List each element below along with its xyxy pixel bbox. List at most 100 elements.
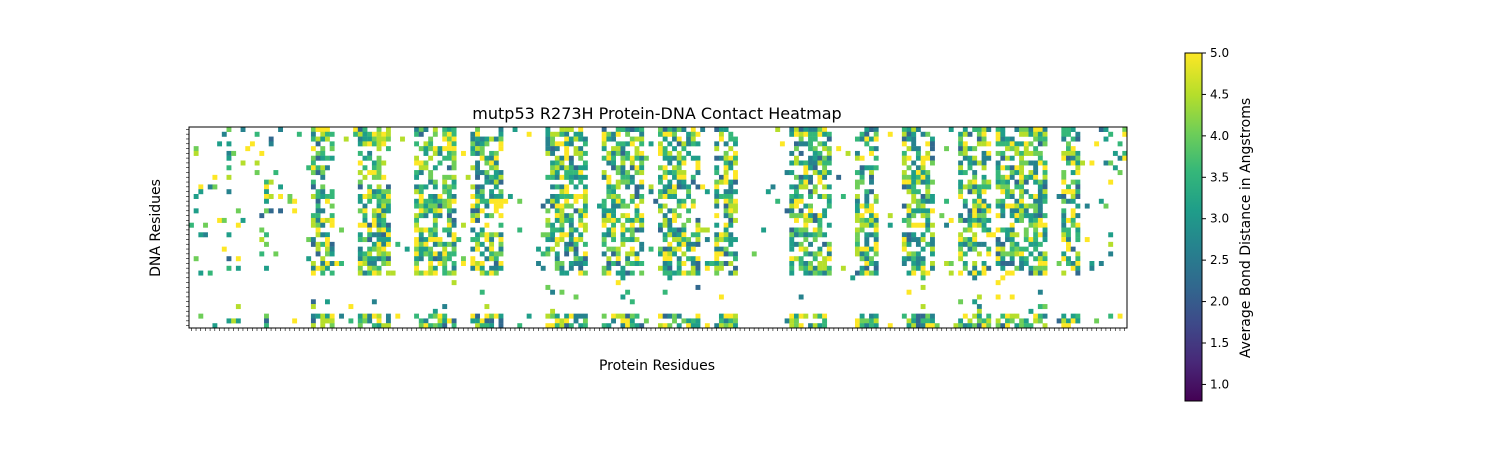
heatmap-cell <box>808 174 813 180</box>
heatmap-cell <box>723 160 729 166</box>
heatmap-cell <box>1023 127 1029 132</box>
heatmap-cell <box>667 251 673 257</box>
heatmap-cell <box>869 246 874 252</box>
heatmap-cell <box>442 198 448 204</box>
heatmap-cell <box>723 165 729 171</box>
heatmap-cell <box>1009 213 1015 219</box>
heatmap-cell <box>1005 251 1010 257</box>
heatmap-cell <box>812 131 818 137</box>
heatmap-cell <box>1019 256 1025 262</box>
heatmap-cell <box>972 241 978 247</box>
heatmap-cell <box>559 141 565 147</box>
heatmap-cell <box>967 155 973 161</box>
heatmap-cell <box>1000 256 1006 262</box>
heatmap-cell <box>414 313 420 319</box>
heatmap-cell <box>728 213 734 219</box>
heatmap-cell <box>1023 213 1029 219</box>
heatmap-cell <box>798 261 804 266</box>
heatmap-cell <box>207 270 213 276</box>
heatmap-cell <box>498 213 504 219</box>
heatmap-cell <box>794 155 799 161</box>
heatmap-cell <box>995 251 1001 257</box>
heatmap-cell <box>1075 131 1081 137</box>
heatmap-cell <box>826 256 832 262</box>
heatmap-cell <box>1028 174 1034 180</box>
heatmap-cell <box>728 189 734 195</box>
heatmap-cell <box>733 208 738 214</box>
heatmap-cell <box>357 127 363 132</box>
heatmap-cell <box>432 265 438 271</box>
heatmap-cell <box>329 213 335 219</box>
heatmap-cell <box>854 150 860 156</box>
heatmap-cell <box>442 318 448 324</box>
heatmap-cell <box>423 184 429 190</box>
heatmap-cell <box>414 184 420 190</box>
heatmap-cell <box>601 146 607 152</box>
heatmap-cell <box>930 208 935 214</box>
heatmap-cell <box>629 194 635 199</box>
heatmap-cell <box>367 184 373 190</box>
heatmap-cell <box>658 251 663 257</box>
heatmap-cell <box>325 194 330 199</box>
heatmap-cell <box>1009 203 1015 209</box>
heatmap-cell <box>235 256 241 262</box>
heatmap-cell <box>568 265 574 271</box>
heatmap-cell <box>911 323 917 329</box>
heatmap-cell <box>484 136 490 142</box>
heatmap-cell <box>915 155 921 161</box>
heatmap-cell <box>475 131 480 137</box>
heatmap-cell <box>620 165 626 171</box>
heatmap-cell <box>437 150 443 156</box>
heatmap-cell <box>1070 189 1076 195</box>
heatmap-cell <box>564 251 570 257</box>
heatmap-cell <box>728 241 734 247</box>
heatmap-cell <box>376 160 382 166</box>
heatmap-cell <box>385 313 391 319</box>
heatmap-cell <box>854 237 860 243</box>
heatmap-cell <box>1061 189 1067 195</box>
heatmap-cell <box>869 213 874 219</box>
heatmap-cell <box>864 136 870 142</box>
heatmap-cell <box>1042 261 1048 266</box>
heatmap-cell <box>718 246 724 252</box>
heatmap-cell <box>794 313 799 319</box>
heatmap-cell <box>864 251 870 257</box>
heatmap-cell <box>1108 131 1114 137</box>
heatmap-cell <box>808 160 813 166</box>
heatmap-cell <box>198 232 204 238</box>
heatmap-cell <box>817 323 823 329</box>
heatmap-cell <box>550 237 556 243</box>
heatmap-cell <box>681 141 687 147</box>
heatmap-cell <box>733 203 738 209</box>
heatmap-cell <box>498 246 504 252</box>
heatmap-cell <box>906 213 912 219</box>
heatmap-cell <box>901 313 907 319</box>
heatmap-cell <box>385 198 391 204</box>
heatmap-cell <box>376 241 382 247</box>
heatmap-cell <box>695 222 701 228</box>
heatmap-cell <box>976 304 982 310</box>
heatmap-cell <box>920 318 926 324</box>
heatmap-cell <box>634 208 640 214</box>
heatmap-cell <box>634 165 640 171</box>
heatmap-cell <box>639 150 645 156</box>
heatmap-cell <box>662 270 668 276</box>
heatmap-cell <box>606 323 612 329</box>
heatmap-cell <box>484 170 490 176</box>
heatmap-cell <box>873 241 879 247</box>
heatmap-cell <box>432 165 438 171</box>
heatmap-cell <box>629 141 635 147</box>
heatmap-cell <box>625 174 631 180</box>
heatmap-cell <box>564 203 570 209</box>
heatmap-cell <box>489 155 495 161</box>
heatmap-cell <box>803 270 809 276</box>
heatmap-cell <box>325 198 330 204</box>
heatmap-cell <box>376 222 382 228</box>
heatmap-cell <box>690 232 696 238</box>
heatmap-cell <box>854 246 860 252</box>
heatmap-cell <box>240 217 246 223</box>
heatmap-cell <box>1033 241 1039 247</box>
heatmap-cell <box>1019 184 1025 190</box>
heatmap-cell <box>972 174 978 180</box>
heatmap-cell <box>1023 150 1029 156</box>
